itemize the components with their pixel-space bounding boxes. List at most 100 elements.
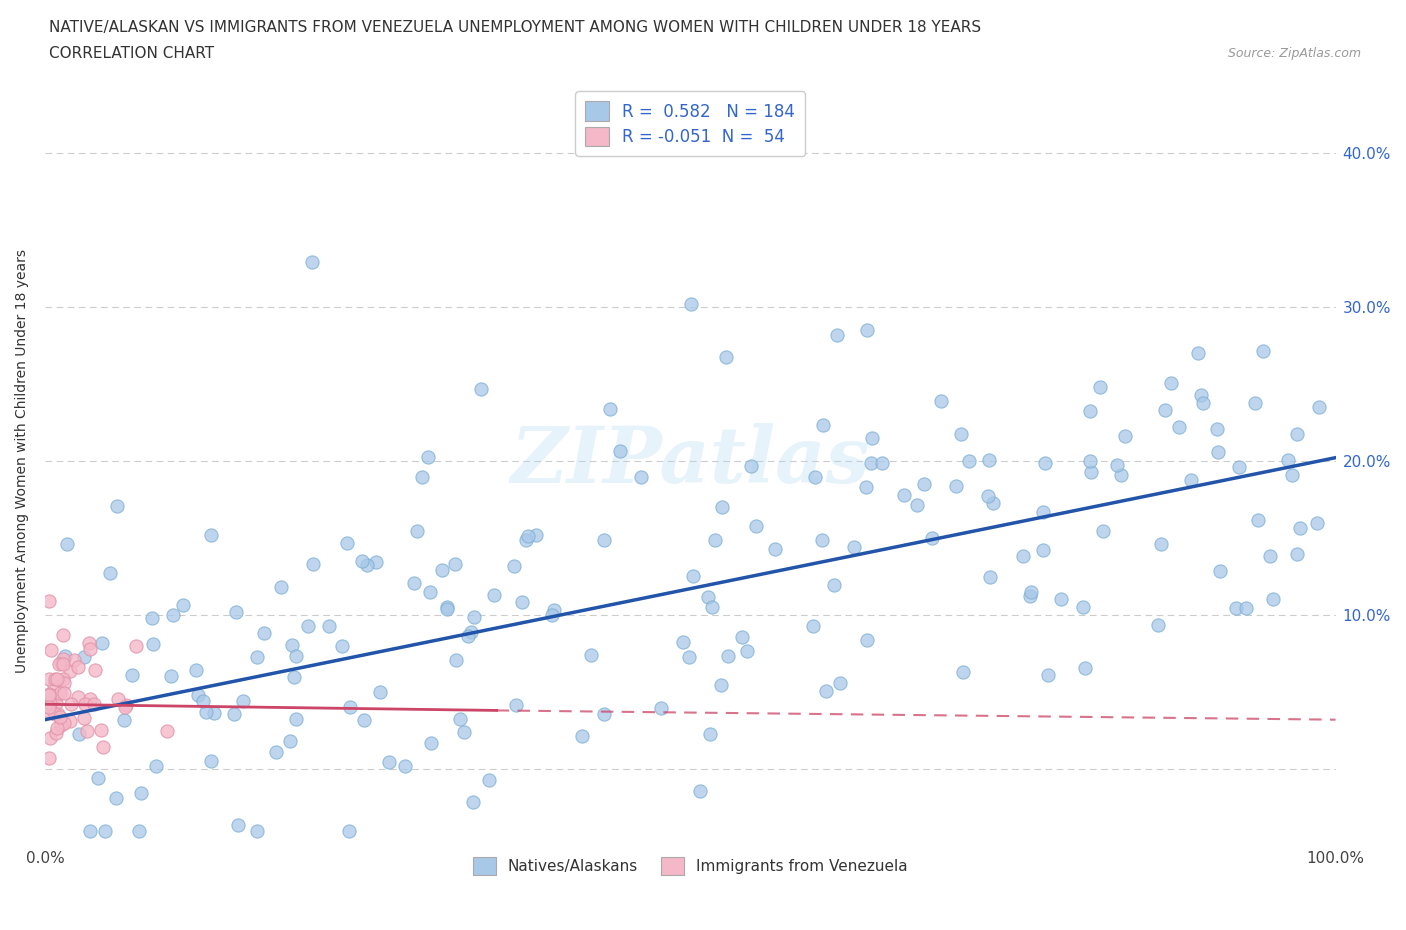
Point bbox=[979, 570, 1001, 585]
Point bbox=[59, 697, 82, 711]
Point bbox=[191, 694, 214, 709]
Point bbox=[1189, 388, 1212, 403]
Point bbox=[541, 607, 564, 622]
Point bbox=[264, 744, 287, 759]
Point bbox=[39, 696, 62, 711]
Point bbox=[38, 593, 60, 608]
Point bbox=[115, 698, 138, 712]
Y-axis label: Unemployment Among Women with Children Under 18 years: Unemployment Among Women with Children U… bbox=[15, 248, 30, 672]
Point bbox=[162, 608, 184, 623]
Point bbox=[76, 724, 98, 738]
Point bbox=[246, 650, 269, 665]
Point bbox=[411, 470, 433, 485]
Point bbox=[1247, 512, 1270, 527]
Point bbox=[336, 536, 359, 551]
Point bbox=[1251, 343, 1274, 358]
Point bbox=[453, 724, 475, 739]
Point bbox=[377, 755, 399, 770]
Point bbox=[609, 443, 631, 458]
Point bbox=[855, 480, 877, 495]
Point bbox=[368, 684, 391, 699]
Point bbox=[1071, 600, 1094, 615]
Point bbox=[463, 794, 485, 809]
Point bbox=[1208, 445, 1230, 459]
Point bbox=[702, 600, 724, 615]
Point bbox=[1019, 585, 1042, 600]
Point bbox=[512, 594, 534, 609]
Point bbox=[318, 618, 340, 633]
Point bbox=[679, 296, 702, 311]
Point bbox=[59, 714, 82, 729]
Point bbox=[1073, 660, 1095, 675]
Point bbox=[45, 671, 67, 686]
Point bbox=[672, 634, 695, 649]
Point bbox=[270, 579, 292, 594]
Point bbox=[160, 669, 183, 684]
Point bbox=[1111, 468, 1133, 483]
Point bbox=[302, 557, 325, 572]
Point bbox=[283, 670, 305, 684]
Point bbox=[1153, 403, 1175, 418]
Point bbox=[98, 565, 121, 580]
Point bbox=[200, 527, 222, 542]
Point bbox=[952, 664, 974, 679]
Point bbox=[222, 707, 245, 722]
Point bbox=[696, 590, 718, 604]
Point bbox=[281, 638, 304, 653]
Point bbox=[1288, 521, 1310, 536]
Point bbox=[856, 323, 879, 338]
Point bbox=[862, 430, 884, 445]
Point bbox=[156, 724, 179, 739]
Point bbox=[194, 704, 217, 719]
Point bbox=[1032, 505, 1054, 520]
Point bbox=[405, 524, 427, 538]
Point bbox=[678, 650, 700, 665]
Point bbox=[593, 532, 616, 547]
Point bbox=[1146, 618, 1168, 632]
Point bbox=[1208, 564, 1230, 578]
Point bbox=[711, 500, 734, 515]
Point bbox=[93, 740, 115, 755]
Point bbox=[516, 529, 538, 544]
Text: Source: ZipAtlas.com: Source: ZipAtlas.com bbox=[1227, 46, 1361, 60]
Point bbox=[145, 758, 167, 773]
Point bbox=[470, 381, 492, 396]
Point bbox=[436, 600, 458, 615]
Text: NATIVE/ALASKAN VS IMMIGRANTS FROM VENEZUELA UNEMPLOYMENT AMONG WOMEN WITH CHILDR: NATIVE/ALASKAN VS IMMIGRANTS FROM VENEZU… bbox=[49, 20, 981, 35]
Point bbox=[1243, 395, 1265, 410]
Point bbox=[1277, 453, 1299, 468]
Point bbox=[981, 496, 1004, 511]
Point bbox=[870, 456, 893, 471]
Point bbox=[44, 706, 66, 721]
Point bbox=[1019, 589, 1042, 604]
Point bbox=[419, 584, 441, 599]
Point bbox=[912, 476, 935, 491]
Point bbox=[226, 817, 249, 832]
Point bbox=[1033, 456, 1056, 471]
Point bbox=[79, 823, 101, 838]
Point bbox=[52, 657, 75, 671]
Point bbox=[402, 576, 425, 591]
Point bbox=[1080, 464, 1102, 479]
Point bbox=[39, 701, 62, 716]
Point bbox=[46, 707, 69, 722]
Point bbox=[844, 539, 866, 554]
Point bbox=[1032, 542, 1054, 557]
Point bbox=[763, 541, 786, 556]
Point bbox=[957, 454, 980, 469]
Legend: Natives/Alaskans, Immigrants from Venezuela: Natives/Alaskans, Immigrants from Venezu… bbox=[467, 851, 914, 881]
Point bbox=[1286, 427, 1309, 442]
Point bbox=[84, 662, 107, 677]
Point bbox=[801, 618, 824, 633]
Point bbox=[38, 687, 60, 702]
Point bbox=[682, 569, 704, 584]
Point bbox=[42, 678, 65, 693]
Point bbox=[1080, 404, 1102, 418]
Point bbox=[73, 711, 96, 725]
Point bbox=[87, 771, 110, 786]
Point bbox=[505, 698, 527, 712]
Point bbox=[703, 533, 725, 548]
Text: ZIPatlas: ZIPatlas bbox=[510, 422, 870, 499]
Point bbox=[1038, 668, 1060, 683]
Point bbox=[45, 696, 67, 711]
